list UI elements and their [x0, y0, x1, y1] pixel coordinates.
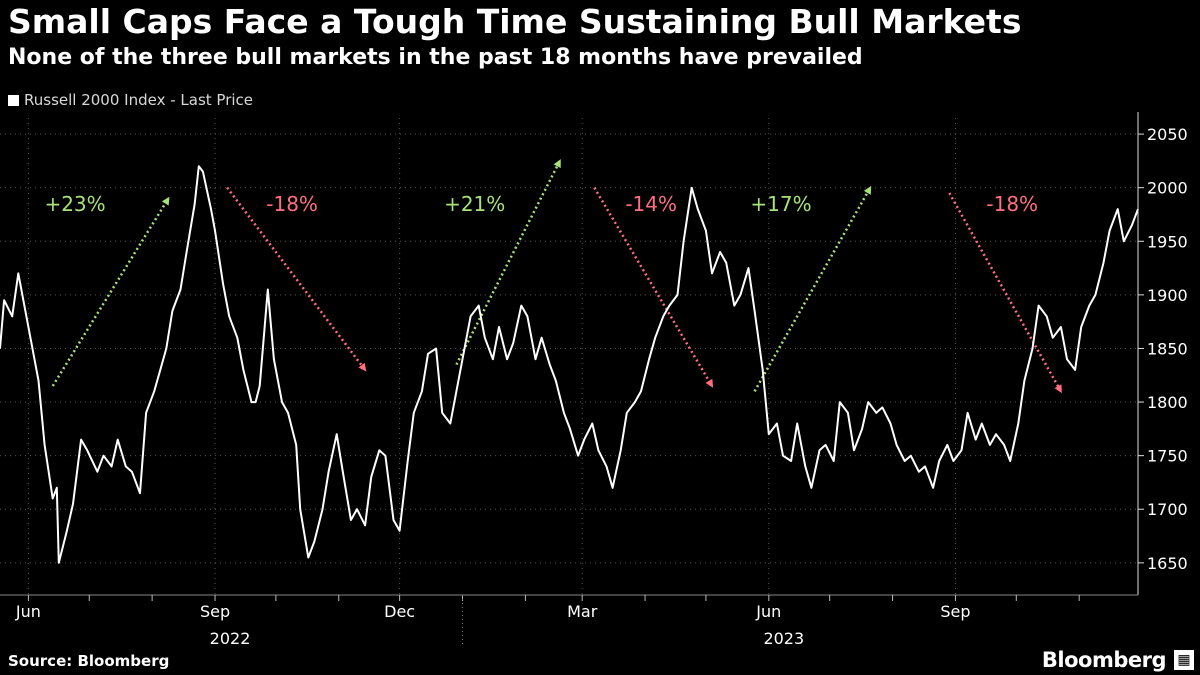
y-tick-label: 2050	[1147, 125, 1188, 144]
y-tick-label: 1700	[1147, 500, 1188, 519]
x-tick-label: Jun	[15, 602, 41, 621]
y-tick-label: 2000	[1147, 179, 1188, 198]
annotation-arrow	[51, 196, 170, 387]
y-tick-label: 1900	[1147, 286, 1188, 305]
legend: Russell 2000 Index - Last Price	[8, 91, 253, 109]
annotation-label: -18%	[986, 192, 1038, 216]
annotation-label: -18%	[266, 192, 318, 216]
legend-swatch	[8, 94, 19, 106]
annotation-label: +17%	[750, 192, 811, 216]
annotation-arrow	[948, 192, 1063, 394]
annotation-arrow	[455, 159, 561, 366]
annotation-arrow	[593, 187, 714, 388]
series-line	[0, 165, 1139, 564]
annotation-label: +21%	[444, 192, 505, 216]
line-chart: +23% -18% +21% -14% +17% -18% 1650 1700 1750 180…	[0, 112, 1188, 648]
x-tick-label: Sep	[200, 602, 230, 621]
y-tick-label: 1750	[1147, 447, 1188, 466]
legend-label: Russell 2000 Index - Last Price	[24, 91, 254, 109]
annotation-arrow	[753, 185, 872, 392]
x-tick-label: Mar	[567, 602, 598, 621]
annotations: +23% -18% +21% -14% +17% -18%	[44, 159, 1063, 394]
y-tick-label: 1850	[1147, 339, 1188, 358]
bloomberg-logo: Bloomberg	[1041, 648, 1167, 672]
chart-subtitle: None of the three bull markets in the pa…	[8, 45, 863, 70]
series	[0, 165, 1139, 564]
y-tick-label: 1800	[1147, 393, 1188, 412]
x-tick-label: Dec	[384, 602, 415, 621]
axes: 1650 1700 1750 1800 1850 1900 1950 2000 2050 Jun S…	[0, 112, 1188, 648]
annotation-label: -14%	[625, 192, 677, 216]
grid	[0, 118, 1138, 595]
x-year-label: 2022	[210, 629, 251, 648]
terminal-icon: ▦	[1174, 650, 1194, 670]
x-year-label: 2023	[763, 629, 804, 648]
annotation-arrow	[226, 186, 367, 372]
source-note: Source: Bloomberg	[8, 652, 170, 670]
y-tick-label: 1650	[1147, 554, 1188, 573]
y-tick-label: 1950	[1147, 232, 1188, 251]
chart-title: Small Caps Face a Tough Time Sustaining …	[8, 2, 1022, 41]
x-tick-label: Jun	[755, 602, 781, 621]
x-tick-label: Sep	[940, 602, 970, 621]
annotation-label: +23%	[44, 192, 105, 216]
